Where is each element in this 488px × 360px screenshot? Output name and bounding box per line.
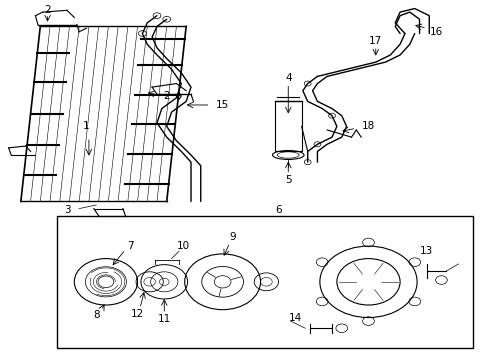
Bar (57, 216, 472, 348)
Text: 3: 3 (63, 205, 70, 215)
Bar (274, 102, 301, 152)
Text: 17: 17 (368, 36, 382, 46)
Text: 1: 1 (83, 121, 90, 131)
Text: 7: 7 (127, 241, 133, 251)
Text: 2: 2 (44, 5, 51, 15)
Text: 18: 18 (361, 121, 374, 131)
Text: 11: 11 (157, 314, 170, 324)
Text: 2: 2 (163, 91, 170, 101)
Text: 14: 14 (288, 312, 302, 323)
Text: 15: 15 (216, 100, 229, 110)
Text: 9: 9 (228, 232, 235, 242)
Text: 8: 8 (93, 310, 100, 320)
Text: 5: 5 (285, 175, 291, 185)
Text: 12: 12 (131, 309, 144, 319)
Text: 6: 6 (275, 205, 281, 215)
Text: 4: 4 (285, 73, 291, 83)
Text: 10: 10 (177, 241, 190, 251)
Text: 16: 16 (429, 27, 442, 37)
Text: 13: 13 (419, 247, 432, 256)
